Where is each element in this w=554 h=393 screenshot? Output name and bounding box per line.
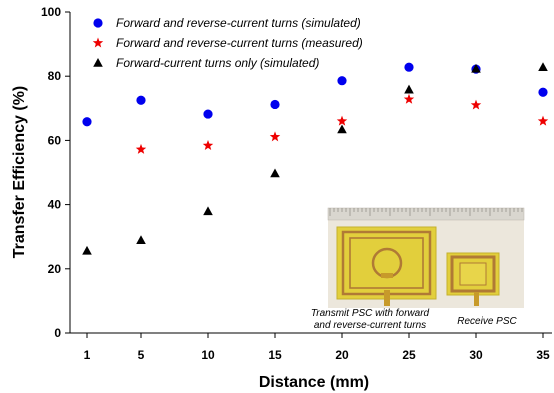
coil-photo: Transmit PSC with forward and reverse-cu… [311, 207, 525, 331]
y-tick-label: 80 [48, 69, 62, 83]
data-point-triangle [538, 62, 548, 72]
data-point-star [336, 115, 348, 126]
y-tick-label: 60 [48, 133, 62, 147]
receive-coil-image [446, 252, 500, 306]
photo-caption-transmit-line-2: and reverse-current turns [314, 320, 426, 331]
data-point-star [403, 93, 415, 104]
data-point-circle [404, 62, 414, 72]
ruler-marks [329, 208, 523, 216]
data-point-triangle [203, 206, 213, 216]
photo-caption-receive: Receive PSC [457, 316, 517, 327]
data-point-triangle [337, 124, 347, 134]
legend-marker-star [92, 37, 104, 48]
legend-marker-triangle [93, 58, 103, 67]
data-point-star [470, 99, 482, 110]
y-tick-label: 0 [54, 326, 61, 340]
data-point-triangle [270, 168, 280, 178]
x-tick-label: 20 [335, 348, 349, 362]
x-tick-label: 5 [138, 348, 145, 362]
data-points [82, 62, 549, 255]
data-point-circle [270, 99, 280, 110]
x-tick-label: 30 [469, 348, 483, 362]
data-point-star [537, 115, 549, 126]
y-tick-label: 20 [48, 262, 62, 276]
data-point-triangle [136, 235, 146, 245]
legend-marker-circle [93, 18, 103, 28]
transmit-coil-image [336, 226, 437, 306]
y-axis-ticks: 0 20 40 60 80 100 [41, 5, 70, 340]
legend-label: Forward-current turns only (simulated) [116, 56, 319, 70]
x-tick-label: 35 [536, 348, 550, 362]
legend-label: Forward and reverse-current turns (simul… [116, 16, 361, 30]
data-point-star [202, 140, 214, 150]
legend: Forward and reverse-current turns (simul… [92, 16, 363, 70]
data-point-circle [538, 87, 548, 97]
data-point-triangle [404, 84, 414, 94]
x-tick-label: 10 [201, 348, 215, 362]
data-point-circle [82, 117, 92, 127]
data-point-triangle [82, 245, 92, 255]
data-point-circle [337, 76, 347, 86]
photo-caption-transmit-line-1: Transmit PSC with forward [311, 308, 430, 319]
data-point-circle [203, 109, 213, 119]
x-tick-label: 15 [268, 348, 282, 362]
x-tick-label: 25 [402, 348, 416, 362]
y-axis-title: Transfer Efficiency (%) [11, 86, 28, 259]
x-axis-ticks: 1 5 10 15 20 25 30 35 [84, 333, 550, 362]
y-tick-label: 40 [48, 198, 62, 212]
x-tick-label: 1 [84, 348, 91, 362]
y-tick-label: 100 [41, 5, 61, 19]
data-point-triangle [471, 63, 481, 73]
data-point-circle [136, 95, 146, 105]
legend-label: Forward and reverse-current turns (measu… [116, 36, 363, 50]
x-axis-title: Distance (mm) [259, 374, 369, 391]
data-point-star [269, 131, 281, 142]
data-point-star [135, 143, 147, 154]
plot-axes [69, 12, 552, 334]
